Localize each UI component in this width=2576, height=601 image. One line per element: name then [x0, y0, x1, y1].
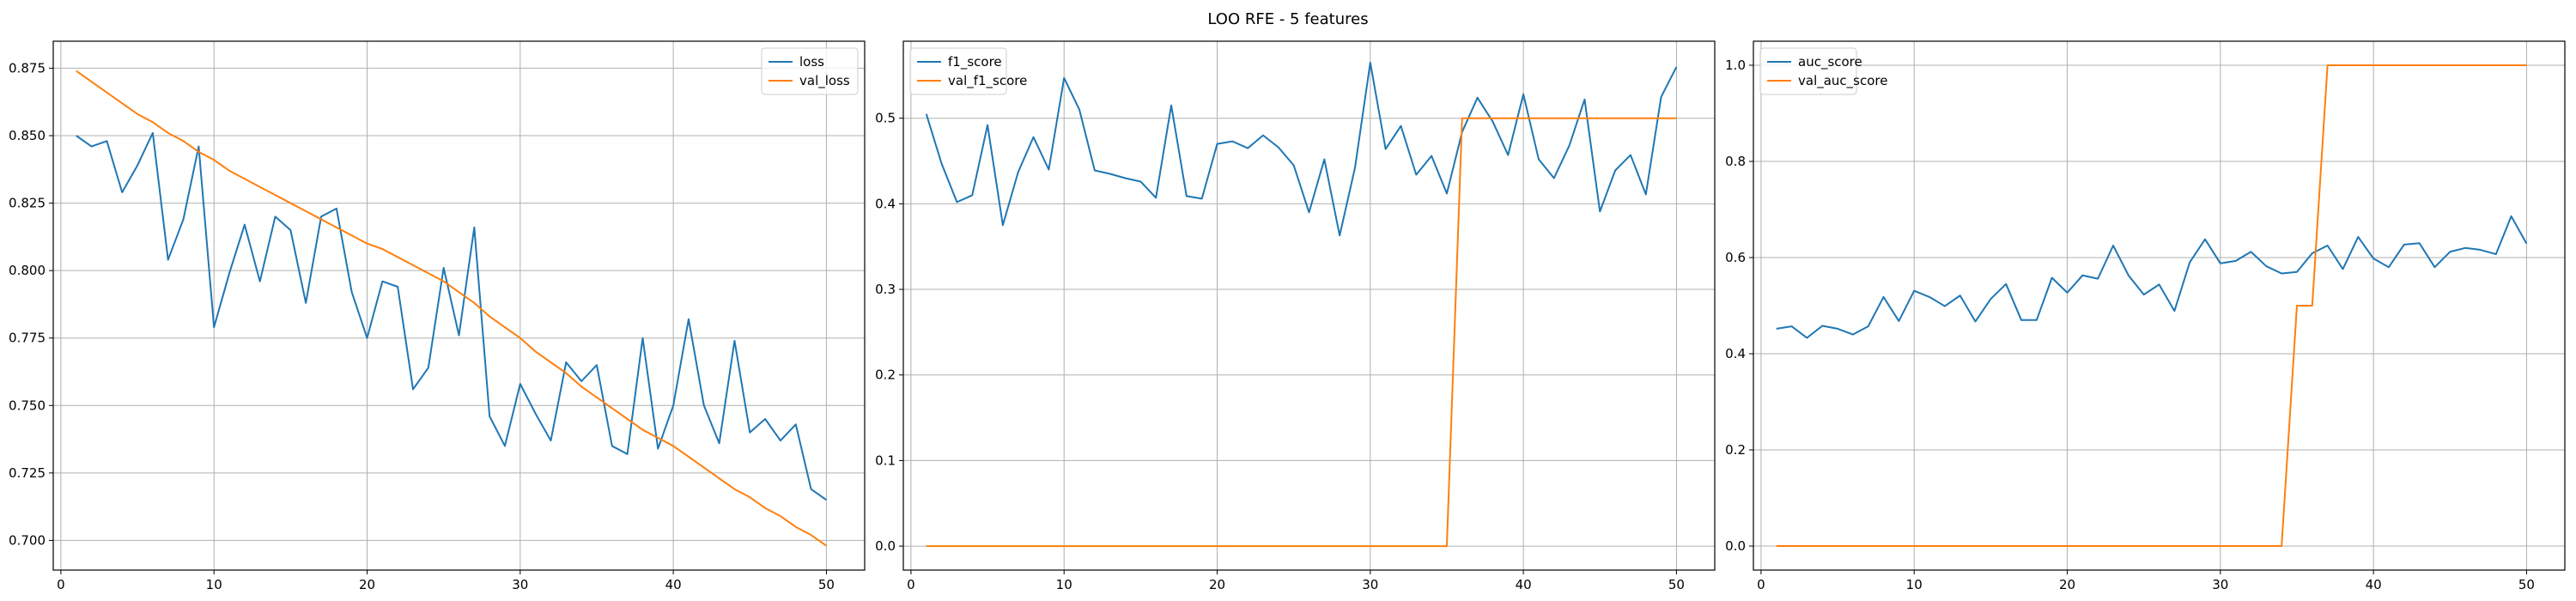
- loss-xtick-label: 0: [57, 577, 65, 592]
- loss-xtick-label: 50: [818, 577, 835, 592]
- loss-ytick-label: 0.850: [9, 128, 46, 143]
- f1-series-val-f1-score-line: [926, 117, 1677, 548]
- loss-legend-label: val_loss: [799, 73, 850, 89]
- f1-ytick-label: 0.4: [875, 196, 896, 211]
- auc-ytick-label: 0.8: [1725, 154, 1746, 169]
- auc-series-auc-score-line: [1776, 215, 2528, 339]
- f1-score-panel: 0 10 20 30 40 50 0.0 0.1 0.2 0.3 0.4 0.5 f1_scoreval…: [875, 40, 1716, 592]
- loss-ytick-label: 0.725: [9, 465, 46, 481]
- auc-xtick-label: 0: [1757, 577, 1765, 592]
- f1-xtick-label: 10: [1056, 577, 1072, 592]
- loss-ytick-label: 0.800: [9, 263, 46, 278]
- loss-legend-box: [761, 47, 859, 95]
- loss-legend: loss val_loss: [761, 47, 859, 95]
- loss-xtick-label: 10: [206, 577, 222, 592]
- f1-xtick-label: 40: [1516, 577, 1532, 592]
- auc-legend: auc_score val_auc_score: [1759, 47, 1888, 95]
- auc-ytick-label: 0.2: [1725, 442, 1746, 458]
- loss-series-loss-line: [76, 131, 827, 501]
- auc-legend-label: auc_score: [1798, 54, 1862, 70]
- auc-xtick-label: 20: [2059, 577, 2075, 592]
- f1-xtick-label: 30: [1362, 577, 1378, 592]
- loss-xtick-label: 30: [512, 577, 528, 592]
- loss-ytick-label: 0.875: [9, 60, 46, 76]
- f1-ytick-label: 0.3: [875, 282, 896, 297]
- f1-ytick-label: 0.5: [875, 111, 896, 126]
- f1-legend: f1_score val_f1_score: [909, 47, 1027, 95]
- auc-legend-label: val_auc_score: [1798, 73, 1888, 89]
- f1-legend-label: f1_score: [948, 54, 1002, 70]
- loss-series-val-loss-line: [76, 70, 827, 547]
- f1-ytick-label: 0.0: [875, 538, 896, 554]
- auc-series-val-auc-score-line: [1776, 64, 2527, 547]
- f1-xtick-label: 20: [1209, 577, 1225, 592]
- figure-suptitle: LOO RFE - 5 features: [1207, 10, 1368, 28]
- f1-legend-box: [909, 47, 1007, 95]
- f1-series-f1-score-line: [925, 61, 1678, 237]
- loss-ytick-label: 0.825: [9, 196, 46, 211]
- loss-ytick-label: 0.700: [9, 532, 46, 548]
- auc-legend-box: [1759, 47, 1857, 95]
- loss-ytick-label: 0.775: [9, 331, 46, 346]
- f1-xtick-label: 50: [1668, 577, 1685, 592]
- f1-xtick-label: 0: [907, 577, 915, 592]
- f1-axes-frame: [902, 40, 1716, 571]
- loss-panel: 0 10 20 30 40 50 0.700 0.725 0.750 0.775 0.800 0.82…: [9, 40, 866, 592]
- auc-xtick-label: 40: [2366, 577, 2382, 592]
- f1-legend-label: val_f1_score: [948, 73, 1027, 89]
- auc-ytick-label: 1.0: [1725, 58, 1746, 73]
- auc-xtick-label: 30: [2212, 577, 2228, 592]
- loss-xtick-label: 20: [359, 577, 375, 592]
- auc-ytick-label: 0.4: [1725, 346, 1746, 361]
- auc-score-panel: 0 10 20 30 40 50 0.0 0.2 0.4 0.6 0.8 1.0 auc_scoreva…: [1725, 40, 2566, 592]
- loss-legend-label: loss: [799, 54, 824, 70]
- auc-ytick-label: 0.0: [1725, 538, 1746, 554]
- loss-axes-frame: [52, 40, 866, 571]
- auc-xtick-label: 50: [2518, 577, 2535, 592]
- auc-axes-frame: [1753, 40, 2566, 571]
- f1-ytick-label: 0.2: [875, 367, 896, 383]
- loss-ytick-label: 0.750: [9, 398, 46, 413]
- auc-ytick-label: 0.6: [1725, 250, 1746, 265]
- auc-xtick-label: 10: [1906, 577, 1923, 592]
- f1-ytick-label: 0.1: [875, 452, 896, 468]
- loss-xtick-label: 40: [665, 577, 682, 592]
